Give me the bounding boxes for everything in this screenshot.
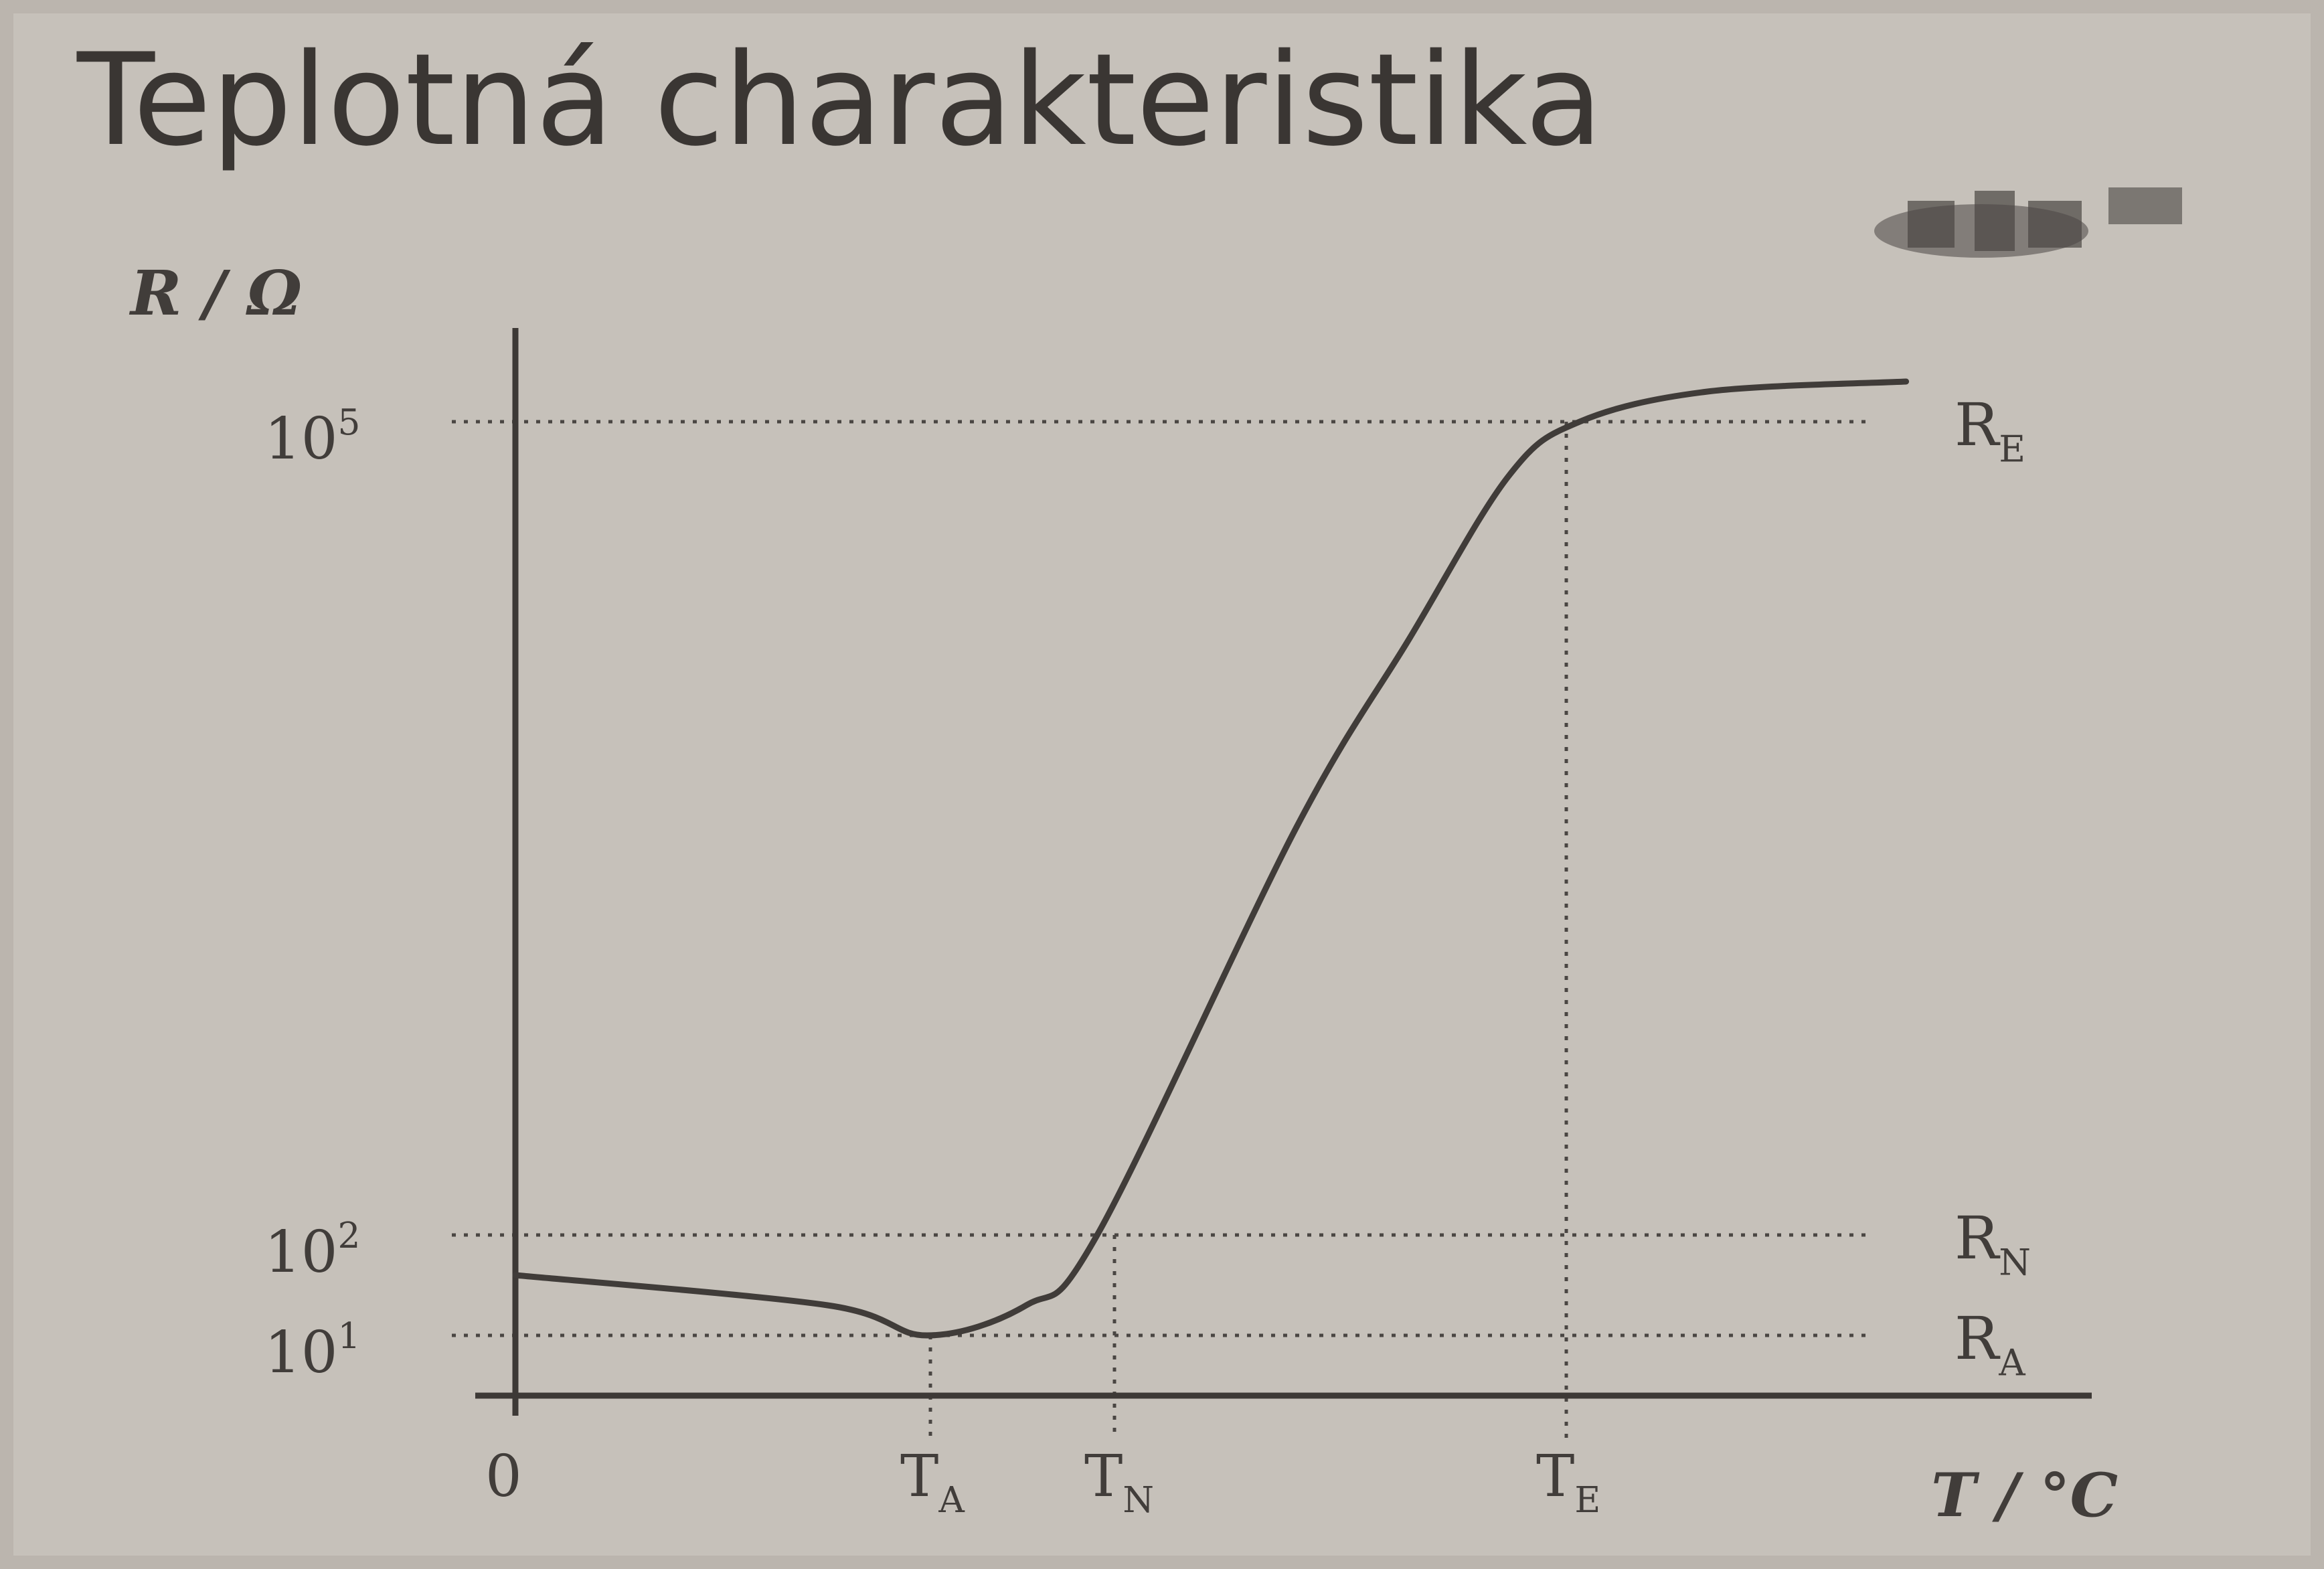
x-axis-label: T / °C — [1931, 1460, 2118, 1531]
series-line — [512, 378, 1910, 1339]
reference-guides — [452, 420, 1871, 1439]
x-tick-0: 0 — [485, 1443, 522, 1510]
y-axis-label: R / Ω — [129, 257, 302, 329]
paper-background — [13, 13, 2311, 1556]
manufacturer-logo-icon — [1874, 187, 2182, 258]
x-tick-labels: 0 TA TN TE — [485, 1443, 1600, 1521]
chart-title: Teplotná charakteristika — [76, 26, 1603, 174]
